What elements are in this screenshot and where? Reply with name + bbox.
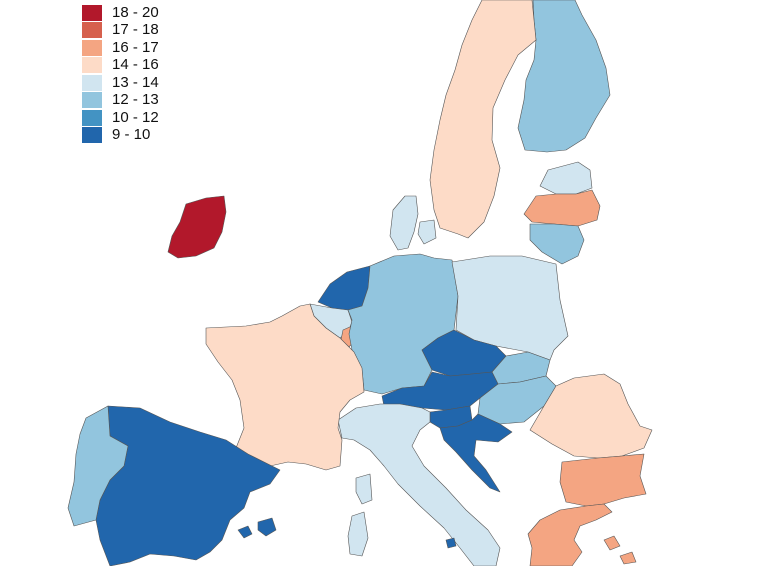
legend-swatch <box>82 39 102 56</box>
country-latvia <box>523 189 601 227</box>
country-netherlands <box>317 265 371 311</box>
country-denmark <box>389 195 437 251</box>
country-malta <box>445 537 457 549</box>
legend-item: 10 - 12 <box>82 109 159 127</box>
map-legend: 18 - 20 17 - 18 16 - 17 14 - 16 13 - 14 12 - … <box>82 4 159 144</box>
country-sweden <box>429 0 537 239</box>
country-greece <box>527 503 637 566</box>
legend-item: 17 - 18 <box>82 22 159 40</box>
legend-item: 13 - 14 <box>82 74 159 92</box>
legend-swatch <box>82 4 102 21</box>
legend-swatch <box>82 109 102 126</box>
legend-item: 16 - 17 <box>82 39 159 57</box>
country-croatia <box>439 413 513 493</box>
country-estonia <box>539 161 593 195</box>
legend-swatch <box>82 127 102 144</box>
legend-label: 10 - 12 <box>112 108 159 126</box>
legend-label: 16 - 17 <box>112 38 159 56</box>
country-italy <box>337 403 501 566</box>
legend-item: 9 - 10 <box>82 127 159 145</box>
legend-item: 18 - 20 <box>82 4 159 22</box>
country-romania <box>529 373 653 459</box>
legend-label: 12 - 13 <box>112 91 159 109</box>
legend-swatch <box>82 57 102 74</box>
country-portugal <box>67 405 129 527</box>
country-poland <box>451 255 569 361</box>
country-france <box>205 303 365 471</box>
country-bulgaria <box>559 453 647 507</box>
legend-swatch <box>82 74 102 91</box>
country-ireland <box>167 195 227 259</box>
legend-label: 13 - 14 <box>112 73 159 91</box>
legend-item: 14 - 16 <box>82 57 159 75</box>
legend-swatch <box>82 22 102 39</box>
country-lithuania <box>529 223 585 265</box>
legend-label: 14 - 16 <box>112 56 159 74</box>
legend-item: 12 - 13 <box>82 92 159 110</box>
legend-label: 17 - 18 <box>112 21 159 39</box>
legend-label: 9 - 10 <box>112 126 151 144</box>
legend-swatch <box>82 92 102 109</box>
country-finland <box>517 0 611 153</box>
legend-label: 18 - 20 <box>112 3 159 21</box>
